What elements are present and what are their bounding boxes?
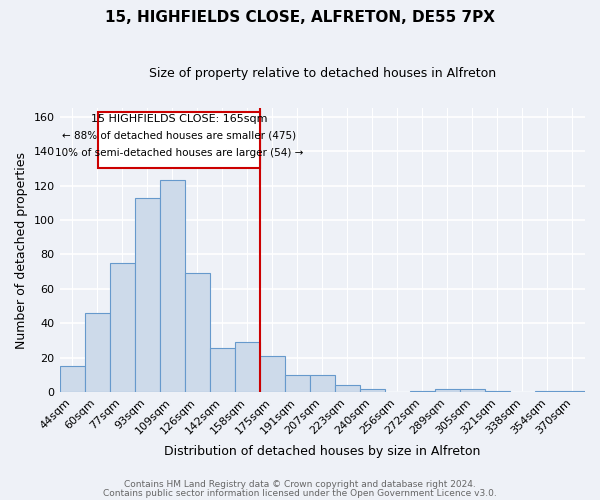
FancyBboxPatch shape bbox=[98, 112, 260, 168]
Bar bbox=[310, 375, 335, 392]
Bar bbox=[285, 375, 310, 392]
Bar bbox=[485, 390, 510, 392]
Bar bbox=[435, 389, 460, 392]
Y-axis label: Number of detached properties: Number of detached properties bbox=[15, 152, 28, 348]
Bar bbox=[134, 198, 160, 392]
Bar bbox=[360, 389, 385, 392]
Bar bbox=[535, 390, 560, 392]
Bar bbox=[335, 386, 360, 392]
Bar bbox=[110, 263, 134, 392]
Text: 10% of semi-detached houses are larger (54) →: 10% of semi-detached houses are larger (… bbox=[55, 148, 303, 158]
Text: 15 HIGHFIELDS CLOSE: 165sqm: 15 HIGHFIELDS CLOSE: 165sqm bbox=[91, 114, 267, 124]
Bar bbox=[209, 348, 235, 393]
Bar bbox=[85, 313, 110, 392]
Bar bbox=[260, 356, 285, 393]
Bar bbox=[59, 366, 85, 392]
Bar bbox=[185, 274, 209, 392]
Text: Contains public sector information licensed under the Open Government Licence v3: Contains public sector information licen… bbox=[103, 488, 497, 498]
Text: Contains HM Land Registry data © Crown copyright and database right 2024.: Contains HM Land Registry data © Crown c… bbox=[124, 480, 476, 489]
Bar bbox=[235, 342, 260, 392]
Text: 15, HIGHFIELDS CLOSE, ALFRETON, DE55 7PX: 15, HIGHFIELDS CLOSE, ALFRETON, DE55 7PX bbox=[105, 10, 495, 25]
X-axis label: Distribution of detached houses by size in Alfreton: Distribution of detached houses by size … bbox=[164, 444, 481, 458]
Bar bbox=[410, 390, 435, 392]
Bar bbox=[560, 390, 585, 392]
Bar bbox=[160, 180, 185, 392]
Title: Size of property relative to detached houses in Alfreton: Size of property relative to detached ho… bbox=[149, 68, 496, 80]
Bar bbox=[460, 389, 485, 392]
Text: ← 88% of detached houses are smaller (475): ← 88% of detached houses are smaller (47… bbox=[62, 130, 296, 140]
